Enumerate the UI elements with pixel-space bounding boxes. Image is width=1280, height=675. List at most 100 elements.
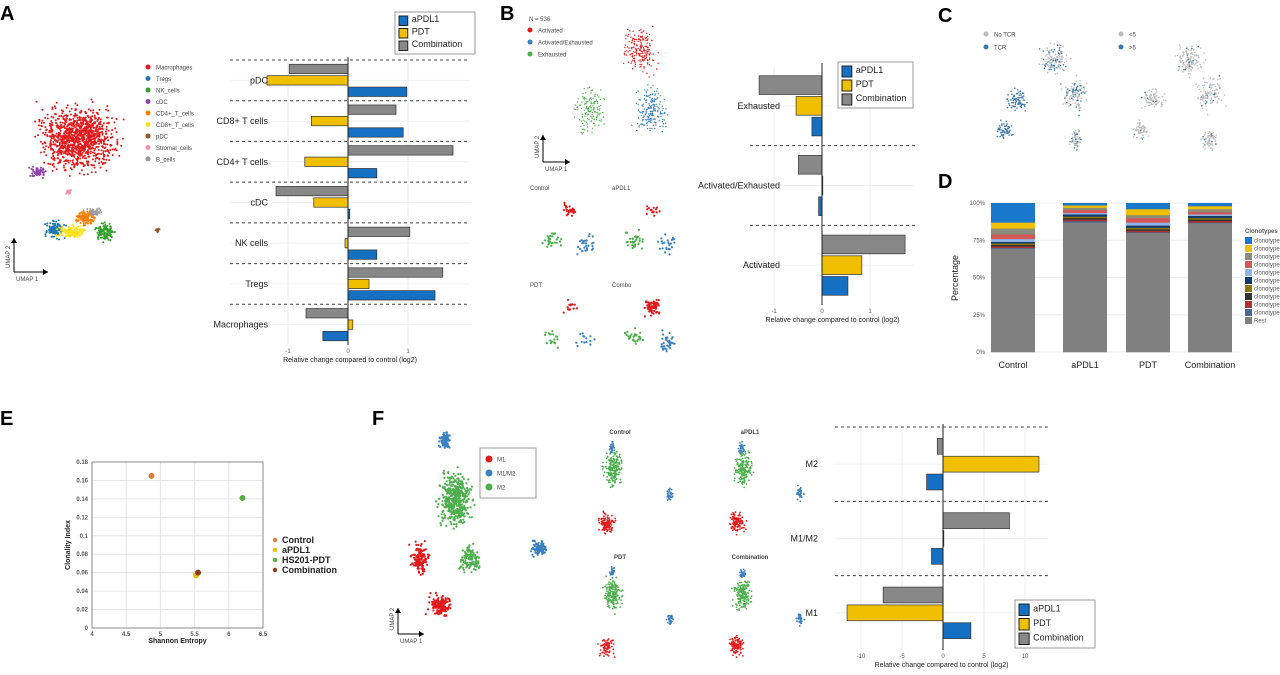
umap-point bbox=[1216, 95, 1219, 98]
umap-point bbox=[600, 119, 602, 121]
umap-point bbox=[90, 222, 93, 225]
umap-point bbox=[628, 33, 630, 36]
bar-pdt bbox=[311, 116, 349, 127]
umap-point bbox=[631, 48, 633, 50]
umap-point bbox=[591, 111, 593, 114]
umap-point bbox=[66, 104, 69, 107]
umap-point bbox=[474, 561, 477, 564]
umap-point bbox=[446, 445, 449, 448]
umap-point bbox=[580, 120, 582, 122]
umap-point bbox=[1005, 124, 1008, 127]
umap-point bbox=[1186, 56, 1188, 58]
umap-point bbox=[1053, 63, 1056, 65]
umap-point bbox=[78, 140, 81, 143]
umap-point bbox=[88, 147, 91, 150]
umap-point bbox=[1189, 65, 1191, 67]
legend-swatch bbox=[1018, 603, 1030, 616]
umap-point bbox=[585, 245, 588, 248]
umap-point bbox=[1206, 93, 1208, 96]
umap-point bbox=[461, 482, 464, 485]
umap-point bbox=[1071, 97, 1073, 99]
umap-point bbox=[1050, 59, 1052, 61]
umap-point bbox=[44, 117, 47, 119]
umap-point bbox=[102, 233, 105, 236]
umap-point bbox=[1181, 65, 1184, 68]
umap-point bbox=[1140, 126, 1143, 129]
umap-point bbox=[610, 457, 612, 459]
umap-point bbox=[100, 149, 103, 152]
umap-point bbox=[577, 108, 579, 111]
umap-point bbox=[654, 208, 658, 211]
umap-point bbox=[467, 478, 470, 481]
umap-point bbox=[654, 105, 656, 108]
umap-point bbox=[1210, 91, 1212, 93]
umap-point bbox=[101, 157, 104, 160]
umap-point bbox=[1078, 93, 1081, 96]
umap-point bbox=[439, 524, 442, 527]
umap-point bbox=[645, 300, 648, 303]
bar-pdt bbox=[266, 75, 349, 86]
umap-point bbox=[92, 154, 95, 157]
umap-point bbox=[464, 561, 467, 564]
umap-point bbox=[449, 504, 452, 507]
umap-point bbox=[98, 132, 100, 135]
umap-point bbox=[1208, 139, 1210, 141]
umap-point bbox=[82, 222, 85, 225]
umap-point bbox=[647, 95, 649, 97]
umap-point bbox=[1002, 136, 1004, 138]
umap-point bbox=[437, 503, 440, 506]
umap-point bbox=[639, 337, 642, 341]
legend-label: aPDL1 bbox=[856, 65, 884, 75]
umap-point bbox=[38, 174, 41, 176]
umap-point bbox=[76, 219, 79, 222]
umap-point bbox=[641, 112, 643, 114]
umap-point bbox=[656, 115, 659, 117]
umap-point bbox=[652, 114, 654, 117]
umap-point bbox=[84, 127, 87, 130]
legend-swatch bbox=[1245, 261, 1252, 268]
umap-point bbox=[1013, 106, 1016, 108]
umap-point bbox=[665, 108, 667, 110]
umap-point bbox=[1074, 82, 1076, 85]
umap-point bbox=[1185, 60, 1188, 63]
umap-point bbox=[640, 52, 642, 55]
umap-point bbox=[43, 141, 46, 144]
umap-point bbox=[654, 93, 656, 95]
umap-point bbox=[453, 485, 456, 488]
umap-point bbox=[587, 244, 590, 247]
umap-point bbox=[1085, 90, 1087, 93]
umap-point bbox=[1181, 55, 1184, 57]
umap-point bbox=[650, 105, 652, 107]
umap-point bbox=[73, 166, 76, 169]
umap-point bbox=[1191, 45, 1193, 48]
umap-point bbox=[417, 570, 420, 573]
umap-point bbox=[1204, 81, 1206, 84]
umap-point bbox=[464, 489, 467, 493]
umap-point bbox=[92, 124, 95, 127]
umap-point bbox=[1022, 103, 1024, 106]
umap-point bbox=[592, 97, 594, 100]
umap-point bbox=[92, 109, 95, 112]
umap-point bbox=[65, 147, 68, 150]
umap-point bbox=[641, 240, 644, 243]
umap-point bbox=[450, 523, 453, 526]
umap-point bbox=[642, 60, 645, 62]
umap-point bbox=[1079, 84, 1082, 87]
legend-swatch bbox=[841, 79, 853, 92]
umap-point bbox=[1008, 134, 1010, 136]
umap-point bbox=[1192, 48, 1195, 51]
umap-point bbox=[1148, 89, 1150, 92]
umap-point bbox=[1071, 91, 1074, 94]
umap-point bbox=[91, 158, 94, 161]
bar-chart-f bbox=[835, 424, 1096, 650]
umap-point bbox=[646, 59, 649, 62]
umap-point bbox=[585, 247, 589, 250]
umap-point bbox=[461, 556, 464, 559]
umap-point bbox=[655, 98, 657, 101]
umap-point bbox=[630, 36, 632, 38]
umap-point bbox=[1043, 67, 1046, 69]
umap-point bbox=[1213, 89, 1216, 92]
umap-point bbox=[51, 108, 54, 111]
umap-point bbox=[638, 38, 640, 40]
umap-point bbox=[1076, 89, 1079, 92]
